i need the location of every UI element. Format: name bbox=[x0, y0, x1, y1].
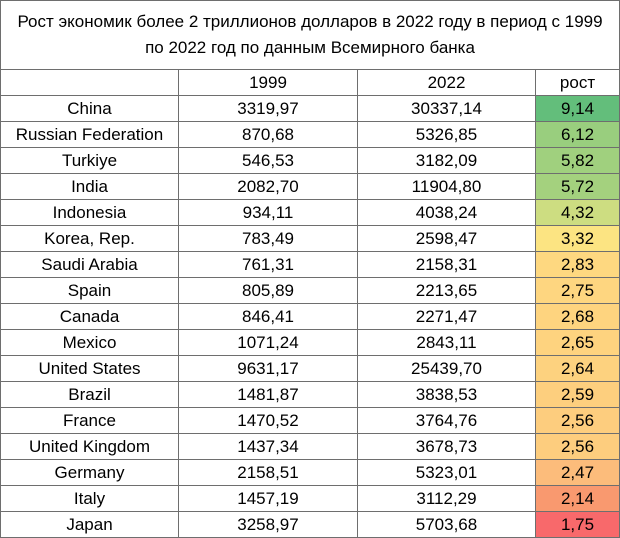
table-row: India 2082,70 11904,80 5,72 bbox=[0, 173, 620, 200]
value-2022-cell: 5323,01 bbox=[357, 459, 536, 486]
country-cell: China bbox=[0, 95, 179, 122]
header-row: 1999 2022 рост bbox=[0, 69, 620, 96]
table-row: France 1470,52 3764,76 2,56 bbox=[0, 407, 620, 434]
value-1999-cell: 761,31 bbox=[178, 251, 358, 278]
growth-cell: 2,47 bbox=[534, 459, 620, 486]
header-country bbox=[0, 69, 179, 96]
country-cell: United States bbox=[0, 355, 179, 382]
value-2022-cell: 3764,76 bbox=[357, 407, 536, 434]
value-1999-cell: 1470,52 bbox=[178, 407, 358, 434]
table-row: Italy 1457,19 3112,29 2,14 bbox=[0, 485, 620, 512]
value-1999-cell: 846,41 bbox=[178, 303, 358, 330]
value-2022-cell: 2213,65 bbox=[357, 277, 536, 304]
country-cell: Indonesia bbox=[0, 199, 179, 226]
value-1999-cell: 546,53 bbox=[178, 147, 358, 174]
value-2022-cell: 25439,70 bbox=[357, 355, 536, 382]
value-2022-cell: 4038,24 bbox=[357, 199, 536, 226]
growth-cell: 9,14 bbox=[534, 95, 620, 122]
growth-cell: 2,83 bbox=[534, 251, 620, 278]
value-2022-cell: 30337,14 bbox=[357, 95, 536, 122]
country-cell: India bbox=[0, 173, 179, 200]
country-cell: Turkiye bbox=[0, 147, 179, 174]
country-cell: Spain bbox=[0, 277, 179, 304]
table-row: Spain 805,89 2213,65 2,75 bbox=[0, 277, 620, 304]
country-cell: Mexico bbox=[0, 329, 179, 356]
value-1999-cell: 1071,24 bbox=[178, 329, 358, 356]
growth-cell: 2,75 bbox=[534, 277, 620, 304]
value-1999-cell: 3319,97 bbox=[178, 95, 358, 122]
value-2022-cell: 3182,09 bbox=[357, 147, 536, 174]
growth-cell: 6,12 bbox=[534, 121, 620, 148]
value-2022-cell: 5326,85 bbox=[357, 121, 536, 148]
value-1999-cell: 9631,17 bbox=[178, 355, 358, 382]
value-2022-cell: 3838,53 bbox=[357, 381, 536, 408]
growth-cell: 2,59 bbox=[534, 381, 620, 408]
table-row: Germany 2158,51 5323,01 2,47 bbox=[0, 459, 620, 486]
table-row: United Kingdom 1437,34 3678,73 2,56 bbox=[0, 433, 620, 460]
table-row: China 3319,97 30337,14 9,14 bbox=[0, 95, 620, 122]
value-2022-cell: 2271,47 bbox=[357, 303, 536, 330]
table-title: Рост экономик более 2 триллионов долларо… bbox=[0, 0, 620, 70]
growth-cell: 5,82 bbox=[534, 147, 620, 174]
value-1999-cell: 783,49 bbox=[178, 225, 358, 252]
table-row: Turkiye 546,53 3182,09 5,82 bbox=[0, 147, 620, 174]
value-1999-cell: 2158,51 bbox=[178, 459, 358, 486]
table-row: Canada 846,41 2271,47 2,68 bbox=[0, 303, 620, 330]
value-2022-cell: 11904,80 bbox=[357, 173, 536, 200]
country-cell: Canada bbox=[0, 303, 179, 330]
table-row: Brazil 1481,87 3838,53 2,59 bbox=[0, 381, 620, 408]
growth-cell: 5,72 bbox=[534, 173, 620, 200]
country-cell: Brazil bbox=[0, 381, 179, 408]
growth-cell: 2,56 bbox=[534, 433, 620, 460]
table-row: Indonesia 934,11 4038,24 4,32 bbox=[0, 199, 620, 226]
value-1999-cell: 1437,34 bbox=[178, 433, 358, 460]
country-cell: Russian Federation bbox=[0, 121, 179, 148]
table-row: Korea, Rep. 783,49 2598,47 3,32 bbox=[0, 225, 620, 252]
value-2022-cell: 2843,11 bbox=[357, 329, 536, 356]
value-1999-cell: 805,89 bbox=[178, 277, 358, 304]
country-cell: Saudi Arabia bbox=[0, 251, 179, 278]
value-2022-cell: 3678,73 bbox=[357, 433, 536, 460]
country-cell: France bbox=[0, 407, 179, 434]
value-2022-cell: 3112,29 bbox=[357, 485, 536, 512]
country-cell: Korea, Rep. bbox=[0, 225, 179, 252]
country-cell: Germany bbox=[0, 459, 179, 486]
table-row: United States 9631,17 25439,70 2,64 bbox=[0, 355, 620, 382]
country-cell: United Kingdom bbox=[0, 433, 179, 460]
value-1999-cell: 1481,87 bbox=[178, 381, 358, 408]
header-2022: 2022 bbox=[357, 69, 536, 96]
value-1999-cell: 934,11 bbox=[178, 199, 358, 226]
value-1999-cell: 2082,70 bbox=[178, 173, 358, 200]
growth-cell: 2,64 bbox=[534, 355, 620, 382]
country-cell: Italy bbox=[0, 485, 179, 512]
table-row: Russian Federation 870,68 5326,85 6,12 bbox=[0, 121, 620, 148]
growth-cell: 3,32 bbox=[534, 225, 620, 252]
growth-cell: 2,14 bbox=[534, 485, 620, 512]
value-1999-cell: 1457,19 bbox=[178, 485, 358, 512]
table-row: Mexico 1071,24 2843,11 2,65 bbox=[0, 329, 620, 356]
table-row: Saudi Arabia 761,31 2158,31 2,83 bbox=[0, 251, 620, 278]
title-row: Рост экономик более 2 триллионов долларо… bbox=[0, 0, 620, 70]
growth-cell: 4,32 bbox=[534, 199, 620, 226]
header-growth: рост bbox=[534, 69, 620, 96]
growth-cell: 2,56 bbox=[534, 407, 620, 434]
growth-cell: 2,65 bbox=[534, 329, 620, 356]
header-1999: 1999 bbox=[178, 69, 358, 96]
value-2022-cell: 2598,47 bbox=[357, 225, 536, 252]
value-2022-cell: 2158,31 bbox=[357, 251, 536, 278]
value-1999-cell: 870,68 bbox=[178, 121, 358, 148]
growth-cell: 2,68 bbox=[534, 303, 620, 330]
